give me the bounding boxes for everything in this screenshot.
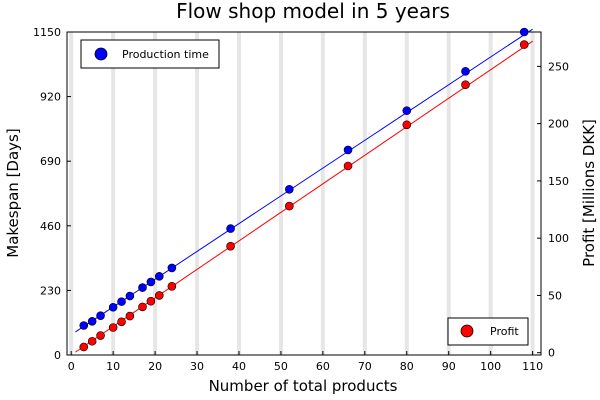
x-axis-ticks: 0 10 20 30 40 50 60 70 80 90 100 110 xyxy=(68,351,543,373)
legend-marker-production-time xyxy=(94,47,108,61)
data-point-production-time xyxy=(167,263,177,273)
data-point-production-time xyxy=(125,291,135,301)
y-left-tick-label: 460 xyxy=(40,220,61,233)
y-left-tick-label: 230 xyxy=(40,284,61,297)
x-tick-label: 110 xyxy=(522,360,543,373)
data-point-profit xyxy=(402,120,412,130)
data-point-profit xyxy=(285,201,294,211)
y-left-tick-label: 690 xyxy=(40,155,61,168)
x-tick-label: 0 xyxy=(68,360,75,373)
y-axis-left-ticks: 0 230 460 690 920 1150 xyxy=(33,26,71,362)
data-point-production-time xyxy=(108,302,118,312)
x-tick-label: 40 xyxy=(232,360,246,373)
y-left-tick-label: 920 xyxy=(40,91,61,104)
y-axis-left-label: Makespan [Days] xyxy=(4,128,22,257)
y-right-tick-label: 150 xyxy=(548,175,569,188)
data-point-profit xyxy=(138,302,147,312)
data-point-production-time xyxy=(138,283,147,292)
data-point-production-time xyxy=(154,272,164,281)
y-right-tick-label: 100 xyxy=(548,232,569,245)
y-left-tick-label: 1150 xyxy=(33,26,61,39)
data-point-profit xyxy=(146,296,156,306)
x-tick-label: 60 xyxy=(316,360,330,373)
data-point-profit xyxy=(226,241,235,251)
plot-frame xyxy=(66,31,542,356)
data-point-profit xyxy=(125,311,135,321)
data-point-production-time xyxy=(461,67,470,76)
x-axis-label: Number of total products xyxy=(209,377,398,395)
data-point-production-time xyxy=(146,277,156,287)
x-tick-label: 20 xyxy=(148,360,162,373)
data-point-profit xyxy=(117,317,126,327)
data-point-profit xyxy=(87,336,97,346)
data-point-profit xyxy=(519,40,529,49)
data-point-production-time xyxy=(402,106,412,115)
x-tick-label: 100 xyxy=(480,360,501,373)
data-point-production-time xyxy=(519,27,529,37)
legend-marker-profit xyxy=(460,324,474,338)
legend-label-profit: Profit xyxy=(490,325,519,338)
data-point-production-time xyxy=(117,297,126,306)
legend-label-production-time: Production time xyxy=(122,48,209,61)
x-tick-label: 50 xyxy=(274,360,288,373)
data-point-profit xyxy=(96,331,105,340)
series-layer xyxy=(75,27,533,353)
legend-profit: Profit xyxy=(447,317,529,346)
y-left-tick-label: 0 xyxy=(54,349,61,362)
data-point-production-time xyxy=(226,224,235,233)
data-point-profit xyxy=(79,342,89,352)
legend-box xyxy=(80,39,220,69)
data-point-production-time xyxy=(96,311,105,320)
x-tick-label: 80 xyxy=(400,360,414,373)
data-point-production-time xyxy=(343,145,353,155)
y-axis-right-label: Profit [Millions DKK] xyxy=(580,119,598,267)
data-point-production-time xyxy=(285,184,294,194)
x-tick-label: 70 xyxy=(358,360,372,373)
data-point-profit xyxy=(154,291,164,300)
y-right-tick-label: 200 xyxy=(548,118,569,131)
y-right-tick-label: 250 xyxy=(548,60,569,73)
y-axis-right-ticks: 0 50 100 150 200 250 xyxy=(537,60,569,360)
y-right-tick-label: 50 xyxy=(548,289,562,302)
y-right-tick-label: 0 xyxy=(548,347,555,360)
x-tick-label: 10 xyxy=(106,360,120,373)
data-point-profit xyxy=(167,281,177,291)
data-point-profit xyxy=(461,80,470,89)
data-point-profit xyxy=(108,323,118,332)
data-point-production-time xyxy=(79,321,89,330)
grid-layer xyxy=(69,32,535,355)
data-point-profit xyxy=(343,161,353,171)
x-tick-label: 30 xyxy=(190,360,204,373)
data-point-production-time xyxy=(87,316,97,326)
legend-production-time: Production time xyxy=(80,39,220,69)
chart-title: Flow shop model in 5 years xyxy=(176,0,450,23)
x-tick-label: 90 xyxy=(442,360,456,373)
